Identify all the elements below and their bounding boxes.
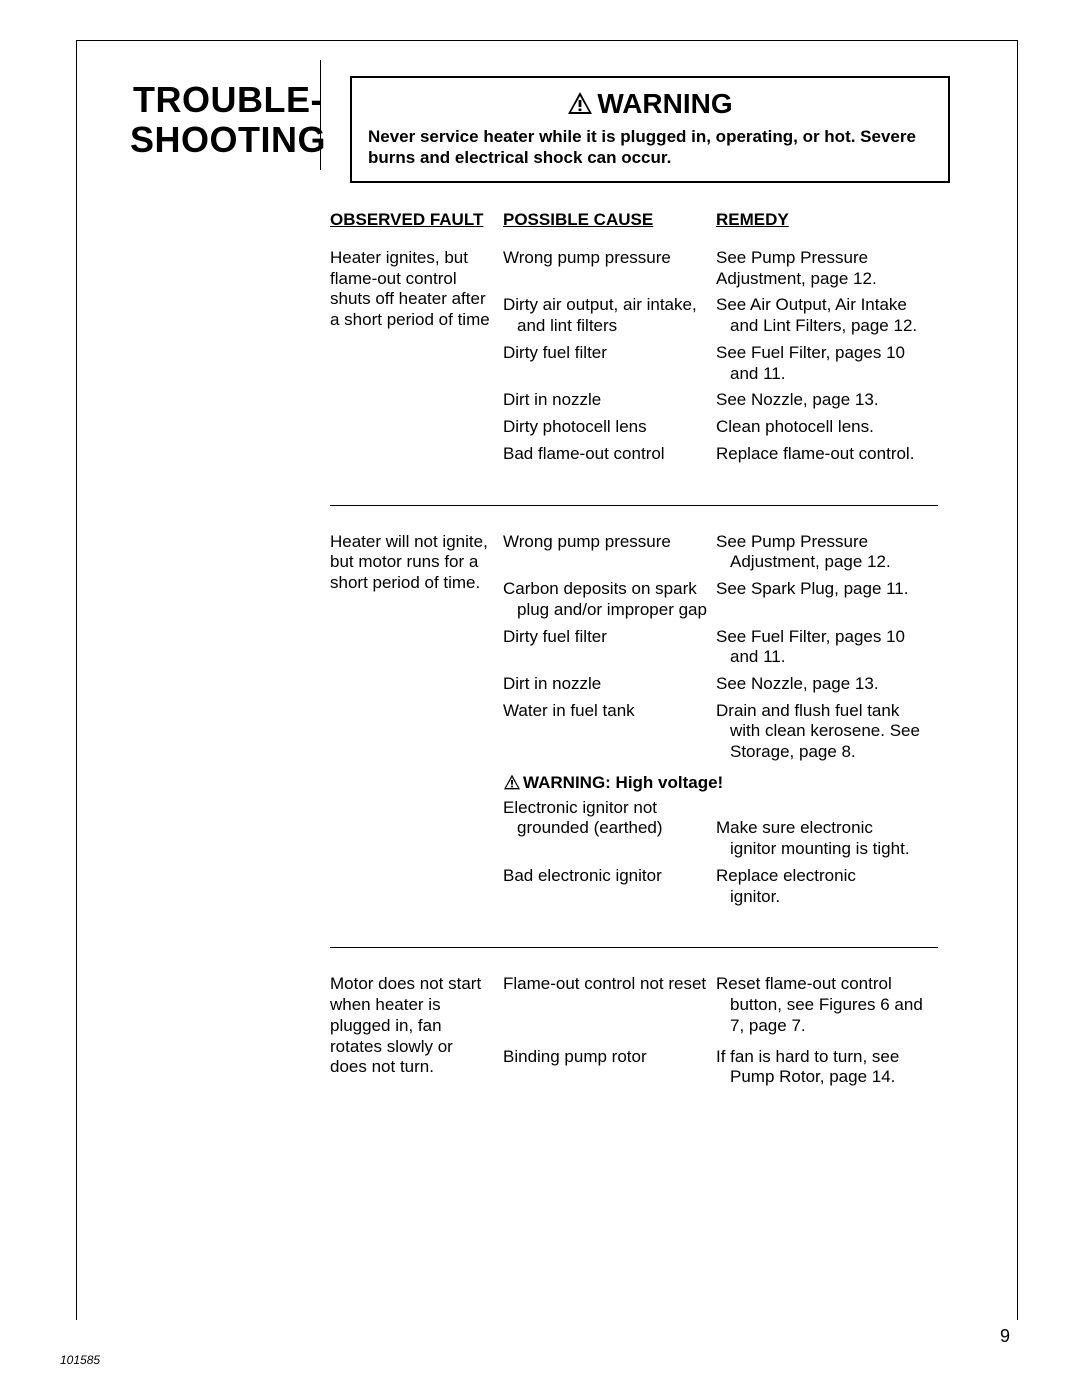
vertical-divider [320, 60, 321, 170]
warning-title-text: WARNING [597, 88, 732, 119]
remedy-text: Clean photocell lens. [716, 417, 948, 438]
table-row: Binding pump rotor If fan is hard to tur… [503, 1047, 948, 1088]
fault-text: Heater ignites, but flame-out control sh… [330, 248, 503, 471]
remedy-text: Make sure electronicignitor mounting is … [716, 798, 948, 860]
warning-triangle-icon [503, 774, 521, 790]
remedy-text: Drain and flush fuel tankwith clean kero… [716, 701, 948, 763]
cause-text: Dirty fuel filter [503, 343, 716, 384]
warning-body-text: Never service heater while it is plugged… [368, 126, 932, 169]
remedy-text: See Nozzle, page 13. [716, 390, 948, 411]
cause-remedy-group: Wrong pump pressure See Pump Pressure Ad… [503, 248, 948, 471]
table-row: Dirty air output, air intake,and lint fi… [503, 295, 948, 336]
table-row: Dirty fuel filter See Fuel Filter, pages… [503, 627, 948, 668]
remedy-text: See Pump Pressure Adjustment, page 12. [716, 248, 948, 289]
table-row: Dirty photocell lens Clean photocell len… [503, 417, 948, 438]
remedy-text: Replace electronicignitor. [716, 866, 948, 907]
header-remedy: REMEDY [716, 210, 948, 230]
troubleshooting-table: OBSERVED FAULT POSSIBLE CAUSE REMEDY Hea… [330, 210, 948, 1094]
table-row: Dirt in nozzle See Nozzle, page 13. [503, 674, 948, 695]
title-line2: SHOOTING [130, 119, 326, 160]
table-row: Dirt in nozzle See Nozzle, page 13. [503, 390, 948, 411]
page-number: 9 [1000, 1326, 1010, 1347]
column-headers: OBSERVED FAULT POSSIBLE CAUSE REMEDY [330, 210, 948, 230]
cause-text: Bad electronic ignitor [503, 866, 716, 907]
remedy-text: See Air Output, Air Intakeand Lint Filte… [716, 295, 948, 336]
remedy-text: See Fuel Filter, pages 10and 11. [716, 627, 948, 668]
cause-text: Dirty fuel filter [503, 627, 716, 668]
remedy-text: If fan is hard to turn, seePump Rotor, p… [716, 1047, 948, 1088]
cause-text: Carbon deposits on sparkplug and/or impr… [503, 579, 716, 620]
table-row: Water in fuel tank Drain and flush fuel … [503, 701, 948, 763]
table-row: Wrong pump pressure See Pump Pressure Ad… [503, 248, 948, 289]
table-row: Bad flame-out control Replace flame-out … [503, 444, 948, 465]
high-voltage-warning: WARNING: High voltage! [503, 773, 948, 794]
cause-text: Dirt in nozzle [503, 390, 716, 411]
table-row: Wrong pump pressure See Pump PressureAdj… [503, 532, 948, 573]
remedy-text: See Fuel Filter, pages 10and 11. [716, 343, 948, 384]
table-row: Flame-out control not reset Reset flame-… [503, 974, 948, 1036]
page-title: TROUBLE- SHOOTING [130, 80, 326, 159]
cause-text: Binding pump rotor [503, 1047, 716, 1088]
document-number: 101585 [60, 1353, 100, 1367]
section-2: Heater will not ignite, but motor runs f… [330, 532, 948, 914]
section-3: Motor does not start when heater is plug… [330, 974, 948, 1094]
table-row: Carbon deposits on sparkplug and/or impr… [503, 579, 948, 620]
warning-title: WARNING [368, 88, 932, 122]
cause-text: Dirty air output, air intake,and lint fi… [503, 295, 716, 336]
remedy-text: See Spark Plug, page 11. [716, 579, 948, 620]
table-row: Dirty fuel filter See Fuel Filter, pages… [503, 343, 948, 384]
remedy-text: See Nozzle, page 13. [716, 674, 948, 695]
remedy-text: Reset flame-out controlbutton, see Figur… [716, 974, 948, 1036]
section-1: Heater ignites, but flame-out control sh… [330, 248, 948, 471]
cause-text: Dirty photocell lens [503, 417, 716, 438]
cause-text: Electronic ignitor notgrounded (earthed) [503, 798, 716, 860]
section-divider [330, 505, 938, 506]
header-fault: OBSERVED FAULT [330, 210, 503, 230]
warning-triangle-icon [567, 90, 593, 122]
remedy-text: Replace flame-out control. [716, 444, 948, 465]
table-row: Electronic ignitor notgrounded (earthed)… [503, 798, 948, 860]
warning-box: WARNING Never service heater while it is… [350, 76, 950, 183]
fault-text: Motor does not start when heater is plug… [330, 974, 503, 1094]
remedy-text: See Pump PressureAdjustment, page 12. [716, 532, 948, 573]
hv-warning-text: WARNING: High voltage! [523, 773, 723, 792]
title-line1: TROUBLE- [133, 79, 323, 120]
header-cause: POSSIBLE CAUSE [503, 210, 716, 230]
cause-text: Wrong pump pressure [503, 532, 716, 573]
cause-text: Water in fuel tank [503, 701, 716, 763]
table-row: Bad electronic ignitor Replace electroni… [503, 866, 948, 907]
cause-text: Wrong pump pressure [503, 248, 716, 289]
cause-remedy-group: Wrong pump pressure See Pump PressureAdj… [503, 532, 948, 914]
cause-text: Bad flame-out control [503, 444, 716, 465]
cause-text: Dirt in nozzle [503, 674, 716, 695]
cause-text: Flame-out control not reset [503, 974, 716, 1036]
fault-text: Heater will not ignite, but motor runs f… [330, 532, 503, 914]
cause-remedy-group: Flame-out control not reset Reset flame-… [503, 974, 948, 1094]
section-divider [330, 947, 938, 948]
